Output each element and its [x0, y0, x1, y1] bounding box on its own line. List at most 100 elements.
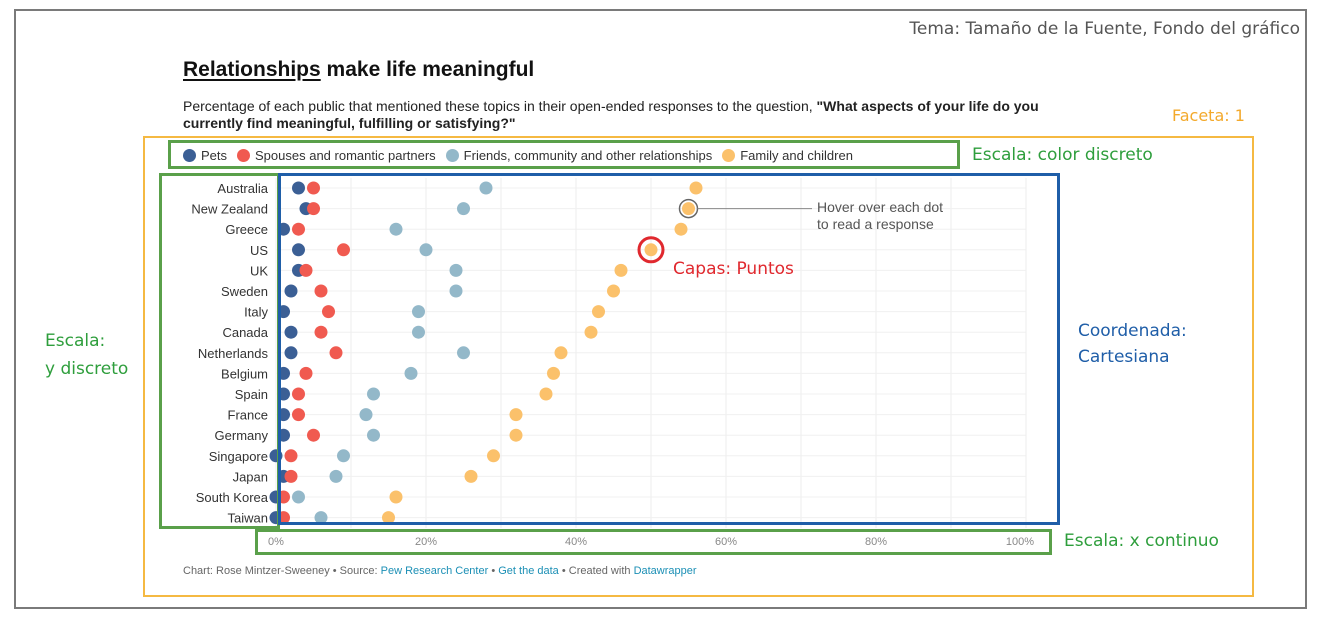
x-tick-label: 40% [565, 536, 587, 548]
data-point-1[interactable] [292, 222, 305, 236]
data-point-2[interactable] [367, 428, 380, 442]
category-label: Canada [222, 325, 268, 340]
data-point-3[interactable] [509, 428, 523, 442]
legend: Pets Spouses and romantic partners Frien… [183, 148, 863, 163]
data-point-2[interactable] [292, 490, 305, 504]
data-point-1[interactable] [314, 284, 328, 298]
x-tick-label: 0% [268, 536, 284, 548]
category-label: New Zealand [191, 202, 268, 217]
data-point-0[interactable] [284, 284, 298, 298]
category-label: France [228, 408, 268, 423]
data-point-3[interactable] [674, 222, 688, 236]
data-point-2[interactable] [314, 511, 328, 525]
data-point-2[interactable] [457, 202, 470, 216]
data-point-0[interactable] [284, 346, 298, 360]
data-point-2[interactable] [329, 469, 343, 483]
legend-item-friends[interactable]: Friends, community and other relationshi… [445, 148, 713, 163]
data-point-2[interactable] [412, 305, 425, 319]
data-point-1[interactable] [329, 346, 343, 360]
layers-annotation: Capas: Puntos [673, 259, 794, 279]
footer-credit: Chart: Rose Mintzer-Sweeney • Source: [183, 565, 381, 577]
data-point-3[interactable] [584, 325, 598, 339]
data-point-2[interactable] [367, 387, 380, 401]
category-label: Japan [233, 469, 268, 484]
subtitle-text: Percentage of each public that mentioned… [183, 98, 817, 114]
data-point-1[interactable] [292, 408, 305, 422]
data-point-3[interactable] [644, 243, 658, 257]
data-point-2[interactable] [449, 284, 463, 298]
legend-item-family[interactable]: Family and children [722, 148, 853, 163]
data-point-3[interactable] [689, 181, 703, 195]
data-point-2[interactable] [337, 449, 350, 463]
data-point-2[interactable] [419, 243, 433, 257]
data-point-1[interactable] [284, 449, 298, 463]
data-point-3[interactable] [382, 511, 395, 525]
legend-swatch-friends [445, 149, 459, 162]
y-scale-box [159, 173, 280, 529]
data-point-1[interactable] [299, 366, 313, 380]
data-point-3[interactable] [547, 366, 560, 380]
y-scale-line: y discreto [45, 359, 129, 379]
data-point-2[interactable] [389, 222, 403, 236]
data-point-3[interactable] [539, 387, 553, 401]
hover-hint-line: to read a response [817, 216, 934, 232]
data-point-1[interactable] [292, 387, 305, 401]
data-point-1[interactable] [307, 202, 320, 216]
data-point-2[interactable] [449, 263, 463, 277]
legend-item-spouses[interactable]: Spouses and romantic partners [237, 148, 436, 163]
data-point-1[interactable] [307, 181, 320, 195]
data-point-2[interactable] [457, 346, 470, 360]
data-point-2[interactable] [479, 181, 493, 195]
data-point-3[interactable] [487, 449, 500, 463]
category-label: UK [250, 263, 268, 278]
data-point-3[interactable] [682, 202, 695, 216]
data-point-3[interactable] [464, 469, 478, 483]
legend-scale-box [168, 140, 960, 169]
get-data-link[interactable]: Get the data [498, 565, 559, 577]
data-point-3[interactable] [592, 305, 605, 319]
coordinate-line: Coordenada: [1078, 321, 1187, 341]
x-tick-label: 20% [415, 536, 437, 548]
chart-footer: Chart: Rose Mintzer-Sweeney • Source: Pe… [183, 565, 697, 577]
category-label: Singapore [209, 449, 268, 464]
legend-swatch-pets [183, 149, 196, 162]
data-point-2[interactable] [404, 366, 418, 380]
chart-title-emphasis: Relationships [183, 58, 321, 81]
data-point-1[interactable] [314, 325, 328, 339]
data-point-1[interactable] [307, 428, 320, 442]
footer-separator: • [488, 565, 499, 577]
data-point-2[interactable] [412, 325, 425, 339]
legend-label: Spouses and romantic partners [255, 148, 436, 163]
data-point-1[interactable] [337, 243, 350, 257]
category-label: South Korea [196, 490, 269, 505]
data-point-0[interactable] [284, 325, 298, 339]
category-label: Italy [244, 305, 268, 320]
legend-swatch-spouses [237, 149, 251, 162]
data-point-1[interactable] [322, 305, 335, 319]
x-scale-annotation: Escala: x continuo [1064, 531, 1219, 551]
facet-box [143, 136, 1254, 597]
data-point-3[interactable] [389, 490, 403, 504]
data-point-3[interactable] [554, 346, 568, 360]
category-label: Spain [235, 387, 268, 402]
chart-subtitle: Percentage of each public that mentioned… [183, 98, 1043, 132]
hover-hint: Hover over each dot to read a response [817, 199, 943, 233]
legend-label: Friends, community and other relationshi… [463, 148, 713, 163]
category-label: Netherlands [198, 346, 269, 361]
data-point-1[interactable] [284, 469, 298, 483]
legend-swatch-family [722, 149, 736, 162]
data-point-1[interactable] [299, 263, 313, 277]
y-scale-annotation: Escala: y discreto [45, 330, 128, 380]
data-point-2[interactable] [359, 408, 373, 422]
data-point-0[interactable] [292, 243, 305, 257]
category-label: Australia [217, 181, 268, 196]
source-link[interactable]: Pew Research Center [380, 565, 489, 577]
legend-item-pets[interactable]: Pets [183, 148, 227, 163]
category-label: US [250, 243, 268, 258]
data-point-3[interactable] [607, 284, 620, 298]
data-point-3[interactable] [614, 263, 628, 277]
datawrapper-link[interactable]: Datawrapper [633, 565, 697, 577]
chart-title: Relationships make life meaningful [183, 58, 534, 82]
data-point-3[interactable] [509, 408, 523, 422]
data-point-0[interactable] [292, 181, 305, 195]
